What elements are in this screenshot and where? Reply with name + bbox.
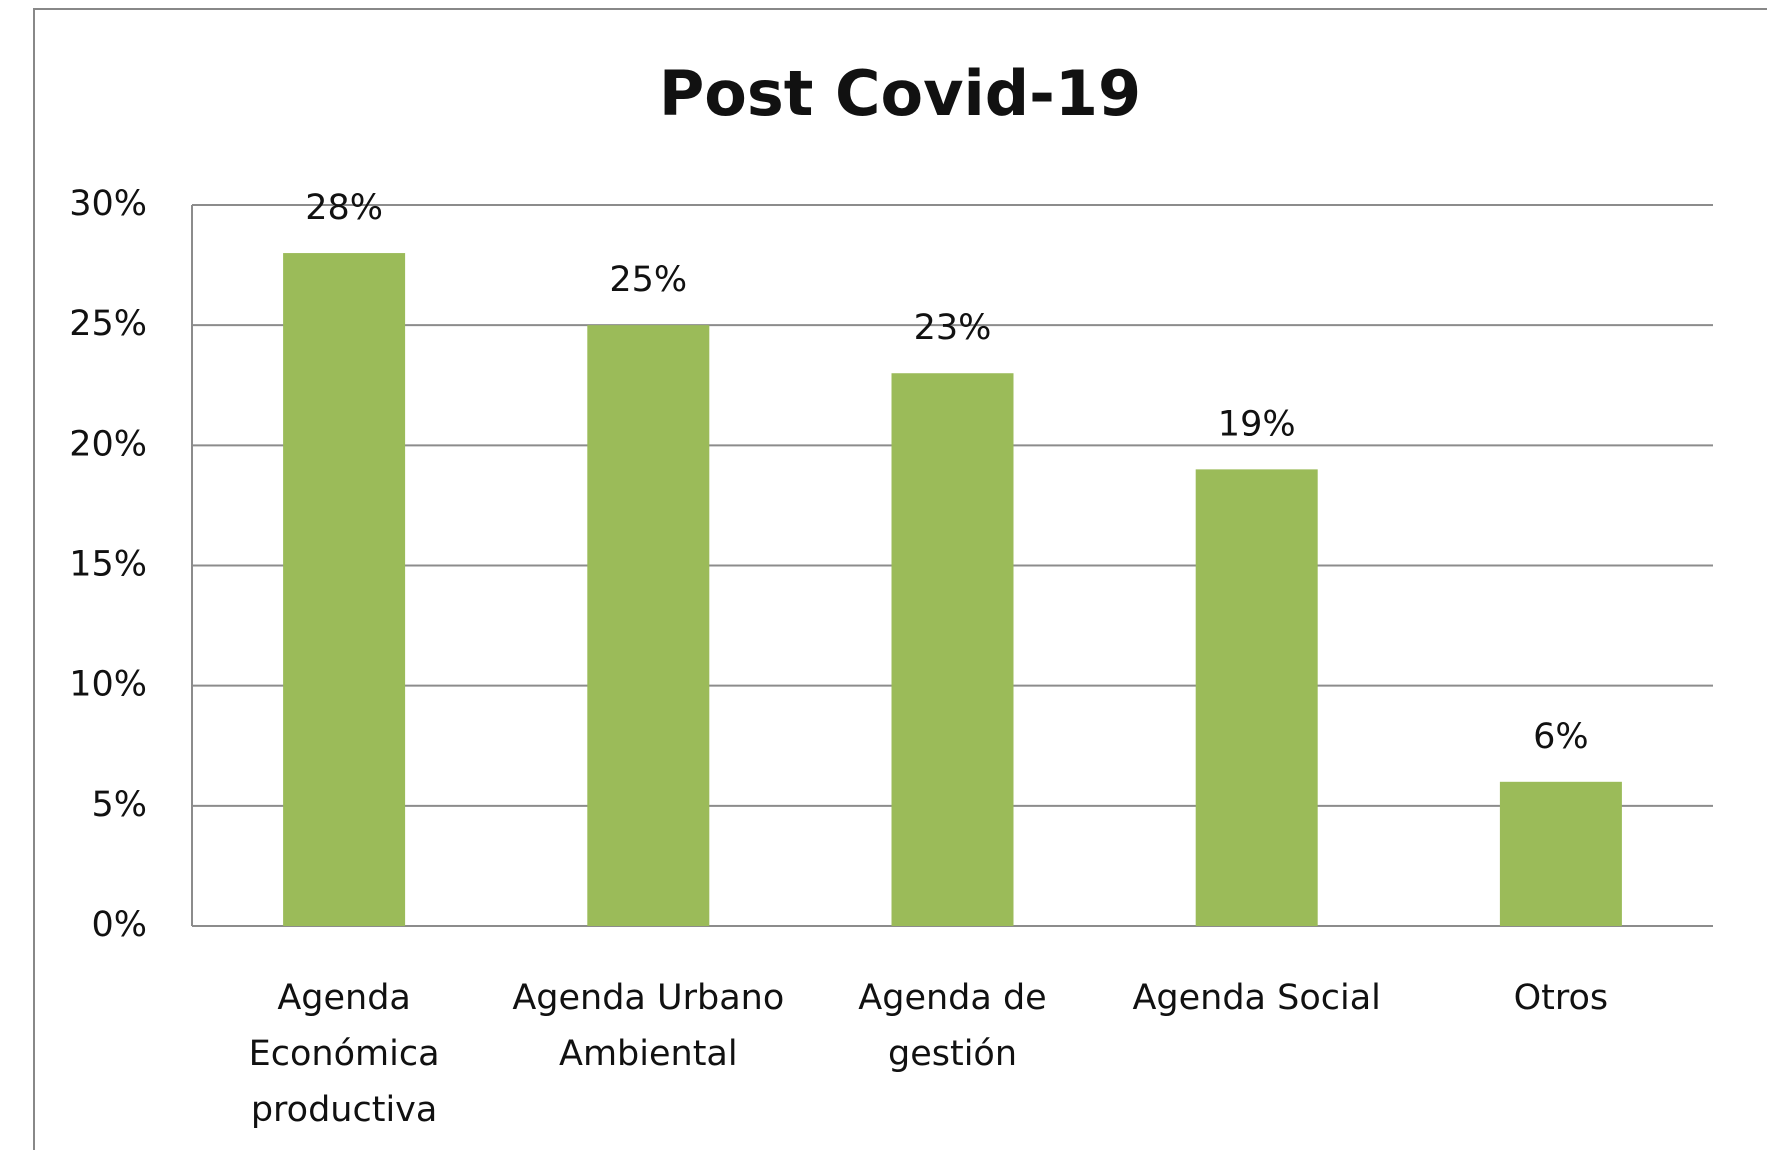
x-tick-label: Agenda Urbano Ambiental — [512, 978, 785, 1074]
y-tick-label: 30% — [69, 184, 147, 224]
y-tick-label: 15% — [69, 545, 147, 585]
data-label: 25% — [609, 260, 687, 300]
chart-title: Post Covid-19 — [659, 57, 1141, 130]
x-tick-label: Otros — [1513, 978, 1609, 1018]
bar — [283, 253, 406, 927]
y-tick-label: 5% — [91, 785, 147, 825]
y-tick-label: 20% — [69, 424, 147, 464]
data-label: 19% — [1218, 404, 1296, 444]
bar — [1195, 469, 1318, 926]
bar — [587, 325, 710, 927]
x-tick-label: Agenda de gestión — [858, 978, 1047, 1074]
y-tick-label: 25% — [69, 304, 147, 344]
y-tick-label: 0% — [91, 905, 147, 945]
data-label: 6% — [1533, 717, 1589, 757]
data-label: 28% — [305, 188, 383, 228]
bar — [1499, 781, 1622, 926]
y-tick-label: 10% — [69, 665, 147, 705]
data-label: 23% — [914, 308, 992, 348]
bar — [891, 373, 1014, 926]
x-tick-label: Agenda Social — [1132, 978, 1381, 1018]
x-tick-label: Agenda Económica productiva — [248, 978, 440, 1130]
